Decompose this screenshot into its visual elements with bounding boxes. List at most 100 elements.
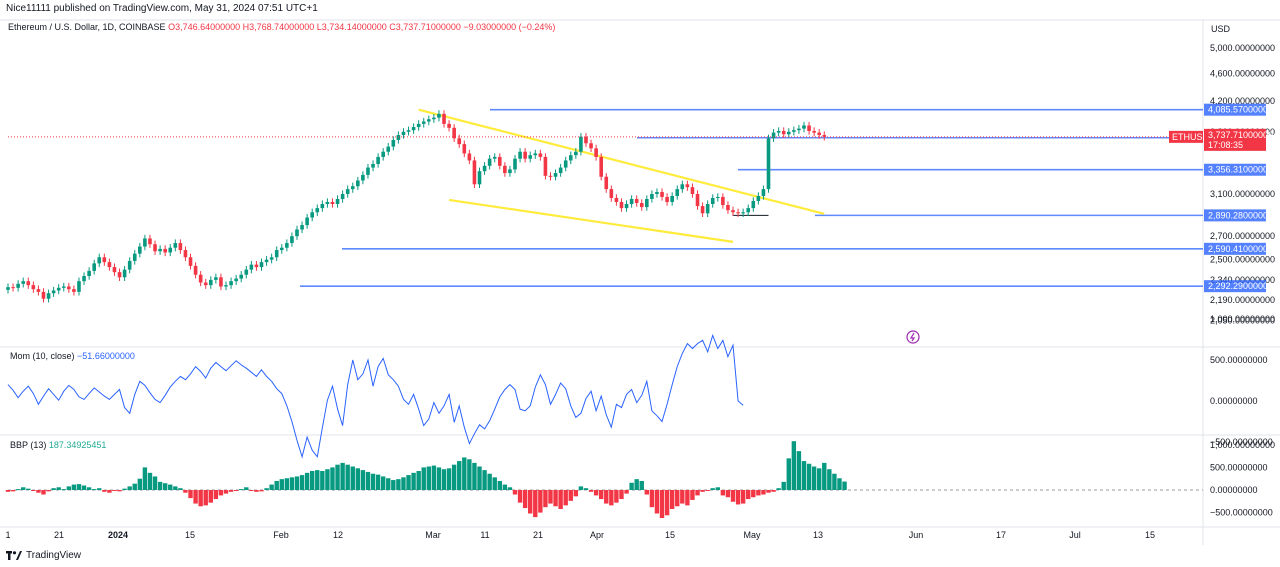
time-tick-label: 13 xyxy=(813,530,823,540)
bbp-tick-label: 1,000.00000000 xyxy=(1210,440,1275,450)
candle xyxy=(330,198,335,208)
publish-header: Nice11111 published on TradingView.com, … xyxy=(0,0,1280,20)
bbp-bar xyxy=(274,480,279,490)
candle xyxy=(766,134,771,193)
bbp-bar xyxy=(198,490,203,507)
bbp-bar xyxy=(771,490,776,492)
momentum-legend[interactable]: Mom (10, close) −51.66000000 xyxy=(10,351,135,361)
candle-body xyxy=(609,189,614,198)
candle xyxy=(193,262,198,279)
candle xyxy=(163,245,167,257)
bbp-bar xyxy=(624,490,629,494)
candle-body xyxy=(802,125,806,129)
bbp-bar xyxy=(563,490,568,506)
time-axis[interactable]: 1 21 2024 15 Feb 12 Mar 11 21 Apr 15 May 13 Jun 17 Jul 1… xyxy=(5,530,1155,540)
bbp-bar xyxy=(578,486,584,490)
candle xyxy=(239,271,244,283)
candle xyxy=(391,136,396,151)
bbp-bar xyxy=(548,490,553,504)
bbp-bar xyxy=(472,462,477,490)
candle-body xyxy=(563,160,568,168)
bbp-bar xyxy=(583,488,589,490)
candle-body xyxy=(330,201,335,205)
bbp-bar xyxy=(761,490,766,495)
candle xyxy=(670,192,674,206)
candle-body xyxy=(107,262,112,268)
flash-icon[interactable] xyxy=(906,330,920,344)
bbp-bar xyxy=(46,490,51,492)
bbp-bar xyxy=(279,479,284,490)
bbp-bar xyxy=(421,467,426,490)
bbp-bar xyxy=(97,488,102,490)
candle xyxy=(655,188,659,198)
candle xyxy=(325,198,330,208)
candle-body xyxy=(310,212,314,218)
candle-body xyxy=(112,267,117,273)
bbp-bar xyxy=(751,490,756,498)
bbp-bar xyxy=(117,490,122,492)
level-label-text: 2,292.29000000 xyxy=(1208,281,1273,291)
bbp-legend[interactable]: BBP (13) 187.34925451 xyxy=(10,440,106,450)
footer-brand: TradingView xyxy=(26,550,82,561)
bbp-bar xyxy=(310,471,315,490)
current-price-text: 3,737.71000000 xyxy=(1208,130,1273,140)
bbp-title: BBP (13) xyxy=(10,440,47,450)
candle-body xyxy=(259,262,264,268)
candle-body xyxy=(710,197,715,205)
bbp-pane[interactable] xyxy=(5,441,1203,519)
bbp-bar xyxy=(654,490,660,514)
candle-body xyxy=(391,139,396,147)
candle-body xyxy=(214,277,218,280)
bbp-bar xyxy=(335,464,340,490)
candle xyxy=(665,193,669,206)
candle xyxy=(361,171,365,185)
bbp-bar xyxy=(36,490,41,493)
bbp-bar xyxy=(107,490,112,493)
time-tick-label: Jul xyxy=(1069,530,1081,540)
candle-body xyxy=(239,274,244,279)
candle-body xyxy=(665,196,669,202)
price-axis[interactable]: USD 5,000.00000000 4,600.00000000 4,200.000… xyxy=(1169,24,1275,518)
candle-body xyxy=(198,274,203,283)
momentum-pane[interactable] xyxy=(7,333,744,459)
price-pane[interactable] xyxy=(6,108,1203,303)
candle xyxy=(279,244,284,254)
candle xyxy=(345,185,350,198)
candle-body xyxy=(325,201,330,205)
price-tick-label: 3,100.00000000 xyxy=(1210,189,1275,199)
candle xyxy=(92,259,96,275)
candle-body xyxy=(254,264,259,268)
candle-body xyxy=(381,151,385,157)
candle xyxy=(127,257,132,274)
candle-body xyxy=(279,247,284,251)
candle xyxy=(249,260,254,274)
bbp-bar xyxy=(811,466,817,490)
candle xyxy=(721,193,725,209)
level-price-label: 4,085.57000000 xyxy=(1204,103,1273,116)
candle-body xyxy=(244,269,249,275)
candle-body xyxy=(721,196,725,206)
bbp-bar xyxy=(233,490,239,491)
momentum-line xyxy=(7,333,744,459)
candle xyxy=(274,246,279,261)
candle xyxy=(437,110,441,122)
candle xyxy=(77,277,81,296)
bbp-bar xyxy=(370,473,376,490)
candle-body xyxy=(579,136,583,152)
candle xyxy=(6,283,10,294)
candle-body xyxy=(634,198,639,203)
bbp-bar xyxy=(781,481,786,490)
candle-body xyxy=(447,123,451,128)
level-label-box xyxy=(1204,209,1266,222)
candle-body xyxy=(508,169,512,174)
symbol-legend[interactable]: Ethereum / U.S. Dollar, 1D, COINBASE O3,… xyxy=(8,22,555,32)
candle xyxy=(41,288,46,303)
bbp-bar xyxy=(426,466,432,490)
candle-body xyxy=(269,257,274,260)
candle-body xyxy=(158,248,162,252)
candle-body xyxy=(56,287,61,291)
bbp-bar xyxy=(776,488,781,490)
time-tick-label: 2024 xyxy=(108,530,128,540)
candle-body xyxy=(274,250,279,258)
